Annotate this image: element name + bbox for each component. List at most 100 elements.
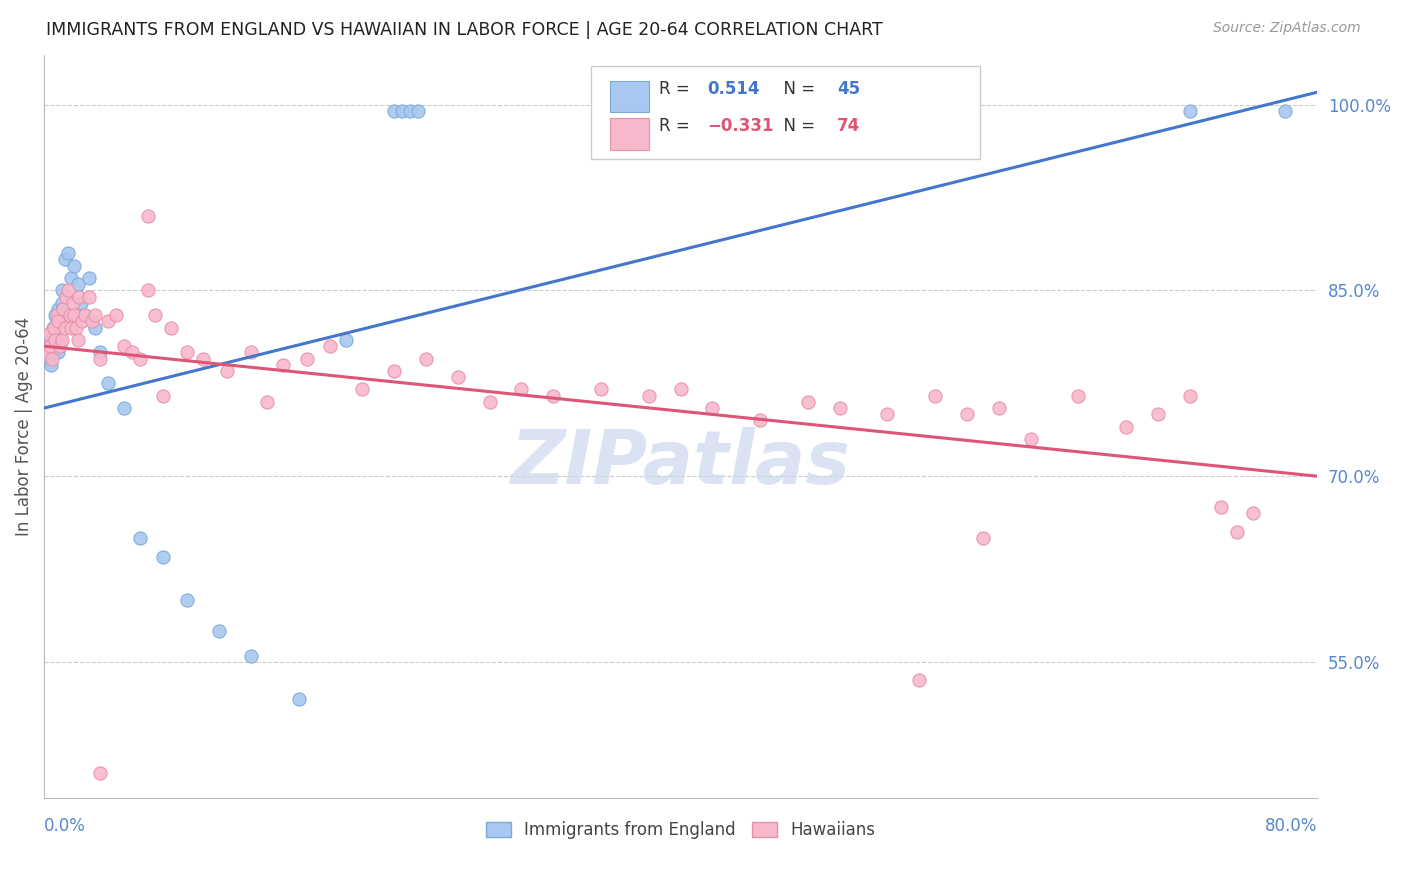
Point	[1241, 506, 1264, 520]
Point	[51, 295, 73, 310]
Text: 74: 74	[837, 117, 860, 135]
Point	[406, 103, 429, 118]
Point	[48, 320, 70, 334]
Text: IMMIGRANTS FROM ENGLAND VS HAWAIIAN IN LABOR FORCE | AGE 20-64 CORRELATION CHART: IMMIGRANTS FROM ENGLAND VS HAWAIIAN IN L…	[46, 21, 883, 38]
Point	[415, 351, 437, 366]
Point	[239, 345, 262, 359]
Point	[89, 345, 111, 359]
Point	[89, 351, 111, 366]
Point	[208, 624, 231, 638]
Point	[44, 333, 66, 347]
Point	[136, 284, 159, 298]
Legend: Immigrants from England, Hawaiians: Immigrants from England, Hawaiians	[479, 814, 882, 846]
Point	[669, 383, 692, 397]
Point	[391, 103, 413, 118]
Point	[89, 766, 111, 780]
Point	[1178, 389, 1201, 403]
Point	[828, 401, 851, 415]
Point	[56, 246, 79, 260]
FancyBboxPatch shape	[610, 119, 648, 150]
Point	[66, 333, 89, 347]
Point	[972, 531, 994, 545]
Point	[217, 364, 239, 378]
Point	[63, 259, 86, 273]
Point	[63, 308, 86, 322]
Point	[77, 271, 100, 285]
Point	[271, 358, 294, 372]
Point	[97, 314, 120, 328]
Text: N =: N =	[773, 80, 821, 98]
Point	[42, 320, 65, 334]
Point	[73, 308, 96, 322]
Text: 80.0%: 80.0%	[1264, 817, 1317, 835]
Point	[67, 290, 90, 304]
Point	[51, 284, 73, 298]
Point	[145, 308, 167, 322]
Point	[924, 389, 946, 403]
Point	[45, 308, 67, 322]
Point	[121, 345, 143, 359]
Point	[97, 376, 120, 391]
Point	[1226, 524, 1249, 539]
Point	[49, 333, 72, 347]
Point	[152, 549, 174, 564]
Point	[38, 351, 60, 366]
Y-axis label: In Labor Force | Age 20-64: In Labor Force | Age 20-64	[15, 317, 32, 536]
Point	[60, 320, 83, 334]
Point	[287, 692, 309, 706]
FancyBboxPatch shape	[592, 66, 980, 159]
Point	[41, 351, 63, 366]
Point	[53, 252, 76, 267]
Text: R =: R =	[659, 80, 695, 98]
Point	[1178, 103, 1201, 118]
Point	[319, 339, 342, 353]
Point	[66, 277, 89, 292]
Point	[55, 290, 77, 304]
Point	[56, 284, 79, 298]
Point	[84, 308, 107, 322]
Point	[39, 333, 62, 347]
Point	[987, 401, 1010, 415]
Point	[41, 339, 63, 353]
Text: 0.0%: 0.0%	[44, 817, 86, 835]
Point	[48, 314, 70, 328]
Point	[53, 320, 76, 334]
Point	[37, 345, 59, 359]
Text: −0.331: −0.331	[707, 117, 773, 135]
Point	[112, 339, 135, 353]
Point	[80, 314, 103, 328]
Point	[72, 314, 94, 328]
Text: R =: R =	[659, 117, 695, 135]
Point	[447, 370, 470, 384]
Point	[478, 395, 501, 409]
Point	[46, 345, 69, 359]
Point	[44, 308, 66, 322]
Point	[160, 320, 183, 334]
Point	[39, 339, 62, 353]
Point	[176, 593, 198, 607]
Point	[1146, 407, 1168, 421]
Point	[58, 308, 80, 322]
Point	[1019, 432, 1042, 446]
Point	[295, 351, 318, 366]
Point	[37, 345, 59, 359]
Point	[382, 103, 405, 118]
Point	[69, 295, 91, 310]
Point	[193, 351, 215, 366]
Point	[42, 320, 65, 334]
Point	[44, 345, 66, 359]
Point	[152, 389, 174, 403]
Point	[239, 648, 262, 663]
Point	[112, 401, 135, 415]
Point	[589, 383, 612, 397]
Point	[38, 326, 60, 341]
Text: ZIPatlas: ZIPatlas	[510, 427, 851, 500]
Point	[65, 320, 87, 334]
Point	[84, 320, 107, 334]
Point	[128, 531, 150, 545]
Point	[876, 407, 898, 421]
Point	[749, 413, 772, 427]
Point	[136, 209, 159, 223]
Text: N =: N =	[773, 117, 821, 135]
Point	[382, 364, 405, 378]
